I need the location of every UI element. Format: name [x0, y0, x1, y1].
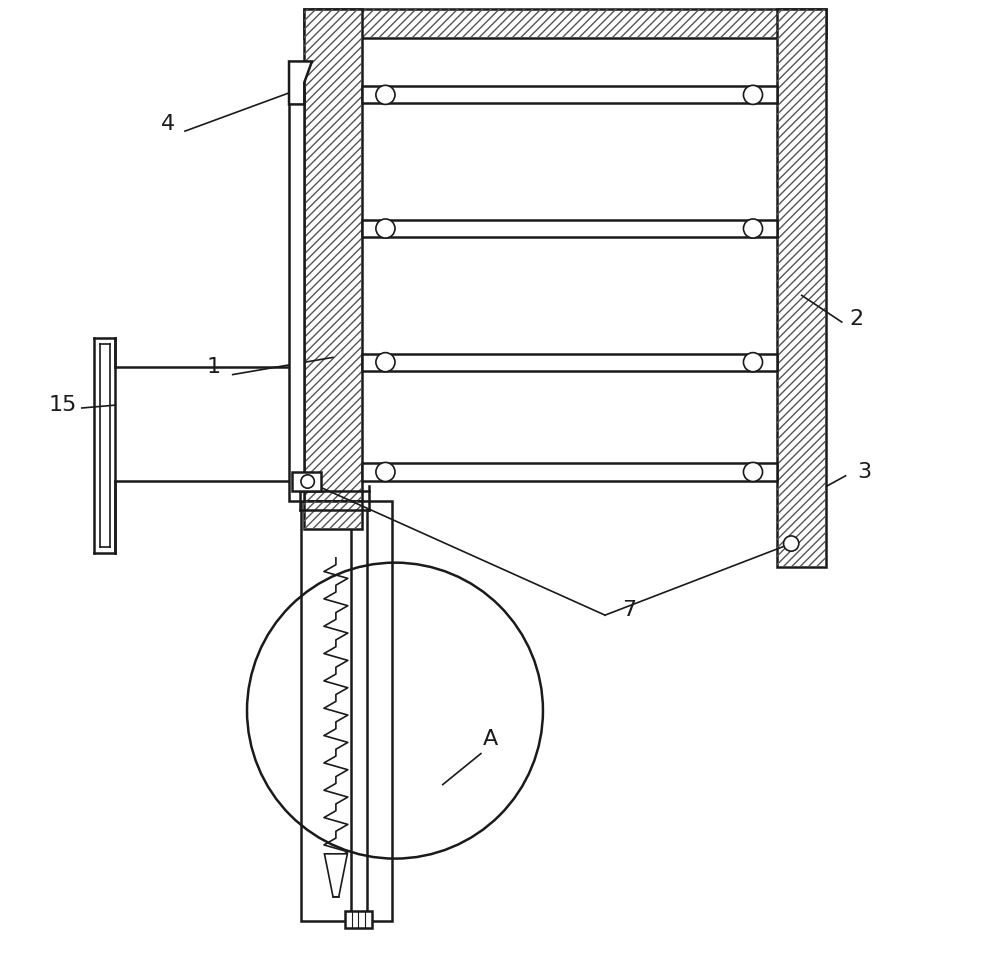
Bar [304, 9, 826, 38]
Text: 3: 3 [858, 462, 872, 482]
Bar [362, 220, 777, 237]
Bar [345, 911, 372, 928]
Bar [292, 472, 321, 491]
Bar [362, 87, 777, 103]
Polygon shape [289, 62, 312, 104]
Bar [304, 9, 362, 501]
Circle shape [743, 86, 763, 104]
Text: 15: 15 [49, 395, 77, 415]
Text: 4: 4 [161, 114, 175, 134]
Circle shape [743, 352, 763, 372]
Bar [304, 501, 362, 530]
Text: A: A [483, 729, 498, 749]
Circle shape [376, 86, 395, 104]
Text: 1: 1 [207, 357, 221, 377]
Circle shape [784, 536, 799, 551]
Bar [362, 463, 777, 481]
Text: 2: 2 [849, 309, 863, 329]
Bar [301, 501, 392, 921]
Polygon shape [324, 854, 347, 897]
Circle shape [743, 462, 763, 482]
Bar [289, 91, 304, 501]
Bar [304, 9, 362, 501]
Circle shape [376, 462, 395, 482]
Bar [304, 9, 826, 38]
Bar [362, 353, 777, 371]
Bar [777, 9, 826, 567]
Text: 7: 7 [622, 600, 636, 620]
Circle shape [743, 219, 763, 238]
Bar [777, 9, 826, 567]
Bar [304, 501, 362, 530]
Circle shape [376, 352, 395, 372]
Circle shape [376, 219, 395, 238]
Circle shape [301, 475, 314, 488]
